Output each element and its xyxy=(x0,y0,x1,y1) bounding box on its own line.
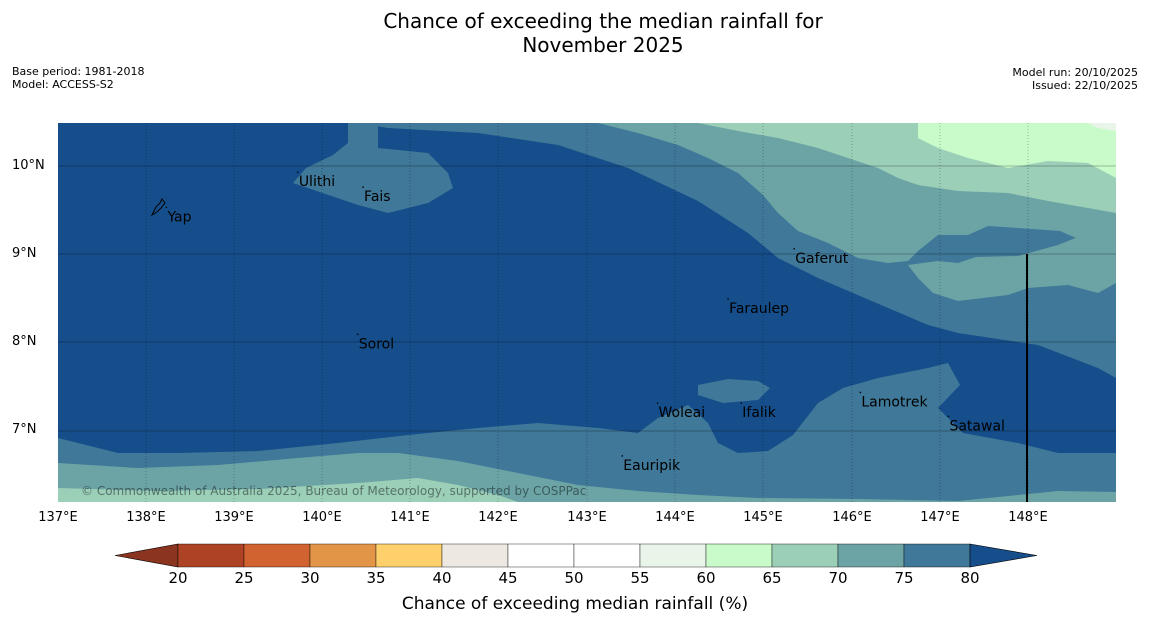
place-marker xyxy=(793,248,795,250)
contour-70-75 xyxy=(1058,231,1116,269)
x-tick-label: 139°E xyxy=(214,510,254,525)
place-label: Faraulep xyxy=(729,301,789,317)
place-marker xyxy=(356,333,359,336)
place-marker xyxy=(947,415,950,418)
contour-75-80 xyxy=(293,123,453,213)
contour-55-60 xyxy=(1088,123,1116,131)
colorbar-tick-label: 35 xyxy=(366,569,386,587)
place-label: Satawal xyxy=(949,418,1004,434)
place-label: Fais xyxy=(364,189,391,205)
x-tick-label: 144°E xyxy=(655,510,695,525)
colorbar-label: Chance of exceeding median rainfall (%) xyxy=(401,594,749,614)
colorbar-cell xyxy=(573,543,641,568)
x-tick-label: 137°E xyxy=(38,510,78,525)
colorbar-cell xyxy=(441,543,509,568)
place-marker xyxy=(165,206,168,209)
y-tick-label: 10°N xyxy=(12,158,45,173)
y-tick-label: 9°N xyxy=(12,246,37,261)
colorbar-cell xyxy=(507,543,575,568)
place-labels: Yap Ulithi Fais Gaferut Faraulep Sorol Lamotre… xyxy=(165,171,1005,474)
colorbar-tick-label: 60 xyxy=(696,569,716,587)
y-tick-label: 7°N xyxy=(12,422,37,437)
colorbar-tick-label: 45 xyxy=(498,569,518,587)
place-marker xyxy=(297,171,299,173)
map-title: Chance of exceeding the median rainfall … xyxy=(0,9,1150,57)
colorbar-tick-label: 40 xyxy=(432,569,452,587)
place-marker xyxy=(656,402,659,404)
x-tick-label: 142°E xyxy=(478,510,518,525)
colorbar-tick-label: 65 xyxy=(762,569,782,587)
colorbar-tick-label: 70 xyxy=(828,569,848,587)
x-tick-label: 138°E xyxy=(126,510,166,525)
place-marker xyxy=(740,402,743,404)
model-run: Model run: 20/10/2025 xyxy=(1012,66,1138,79)
copyright-notice: © Commonwealth of Australia 2025, Bureau… xyxy=(81,484,586,498)
place-label: Sorol xyxy=(359,336,394,352)
place-marker xyxy=(859,391,862,394)
contour-layers xyxy=(58,123,1116,502)
colorbar-cell xyxy=(903,543,971,568)
meta-left: Base period: 1981-2018 Model: ACCESS-S2 xyxy=(12,65,144,91)
issued-date: Issued: 22/10/2025 xyxy=(1031,79,1138,92)
place-label: Lamotrek xyxy=(861,394,928,410)
contour-75-80 xyxy=(698,379,770,403)
yap-island xyxy=(150,198,166,217)
colorbar xyxy=(115,543,1037,568)
x-tick-label: 146°E xyxy=(832,510,872,525)
colorbar-cell xyxy=(639,543,707,568)
colorbar-cell xyxy=(309,543,377,568)
x-tick-label: 141°E xyxy=(390,510,430,525)
title-line-1: Chance of exceeding the median rainfall … xyxy=(383,9,823,33)
y-tick-label: 8°N xyxy=(12,334,37,349)
colorbar-cells xyxy=(115,543,1037,568)
base-period: Base period: 1981-2018 xyxy=(12,65,145,78)
colorbar-cell xyxy=(837,543,905,568)
model-name: Model: ACCESS-S2 xyxy=(12,78,114,91)
x-tick-label: 140°E xyxy=(302,510,342,525)
colorbar-tick-label: 25 xyxy=(234,569,254,587)
x-tick-label: 148°E xyxy=(1008,510,1048,525)
colorbar-cell xyxy=(177,543,245,568)
place-label: Eauripik xyxy=(623,458,681,474)
colorbar-tick-label: 50 xyxy=(564,569,584,587)
place-marker xyxy=(362,186,364,188)
place-label: Yap xyxy=(166,209,191,225)
contour-65-70 xyxy=(58,478,518,502)
x-tick-label: 147°E xyxy=(920,510,960,525)
colorbar-tick-label: 80 xyxy=(960,569,980,587)
rainfall-map[interactable]: Yap Ulithi Fais Gaferut Faraulep Sorol Lamotre… xyxy=(58,123,1116,502)
colorbar-under-arrow xyxy=(115,543,179,568)
contour-60-65 xyxy=(918,123,1116,178)
place-marker xyxy=(621,455,624,457)
graticule xyxy=(58,123,1116,502)
place-label: Gaferut xyxy=(795,251,849,267)
x-tick-label: 143°E xyxy=(567,510,607,525)
place-label: Ulithi xyxy=(299,174,335,190)
place-marker xyxy=(727,298,729,300)
meta-right: Model run: 20/10/2025 Issued: 22/10/2025 xyxy=(1012,66,1138,92)
place-label: Woleai xyxy=(659,405,706,421)
colorbar-tick-label: 30 xyxy=(300,569,320,587)
place-label: Ifalik xyxy=(742,405,776,421)
colorbar-tick-label: 20 xyxy=(168,569,188,587)
colorbar-tick-label: 75 xyxy=(894,569,914,587)
x-tick-label: 145°E xyxy=(743,510,783,525)
colorbar-cell xyxy=(243,543,311,568)
contour-70-75 xyxy=(908,231,1116,301)
colorbar-cell xyxy=(771,543,839,568)
colorbar-tick-label: 55 xyxy=(630,569,650,587)
colorbar-cell xyxy=(375,543,443,568)
colorbar-over-arrow xyxy=(969,543,1037,568)
colorbar-cell xyxy=(705,543,773,568)
title-line-2: November 2025 xyxy=(522,33,684,57)
